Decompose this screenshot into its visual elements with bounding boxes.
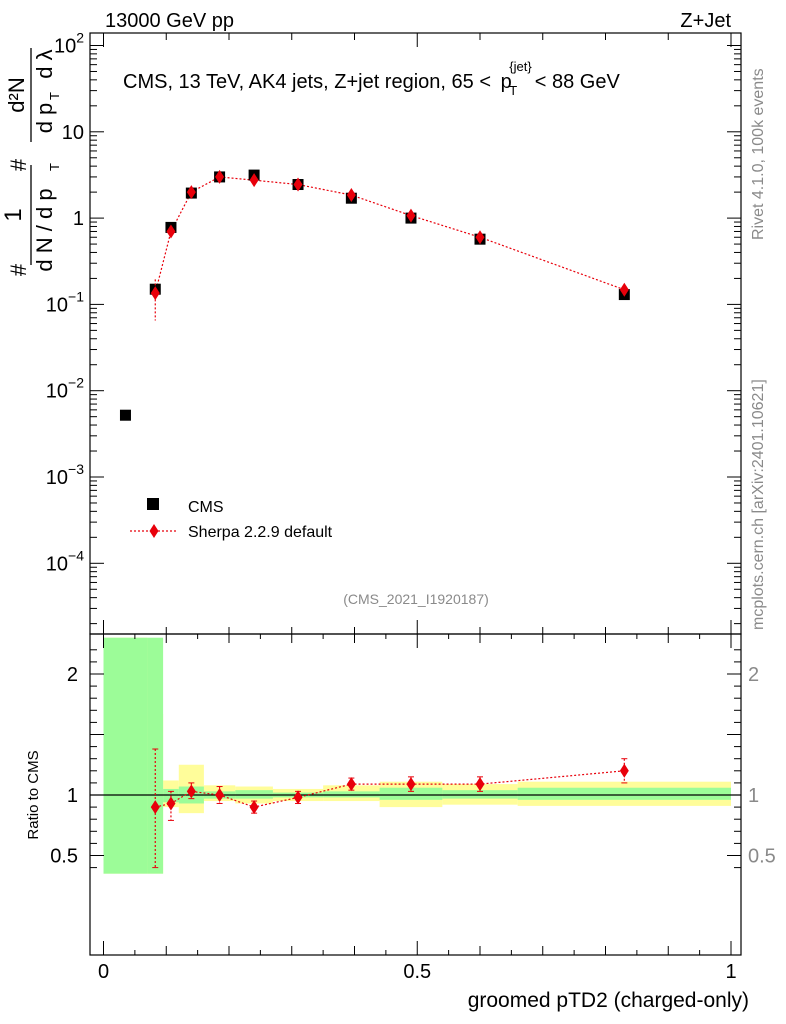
ratio-y-tick-label-right: 1 (748, 785, 759, 807)
ratio-point (475, 777, 485, 792)
ratio-y-axis-label: Ratio to CMS (25, 750, 42, 839)
main-frame (89, 32, 742, 635)
ratio-point (215, 788, 225, 802)
ratio-point (406, 777, 416, 792)
svg-text:#: # (6, 158, 31, 171)
sherpa-point (406, 208, 416, 223)
rivet-version-label: Rivet 4.1.0, 100k events (750, 68, 767, 240)
ratio-point (166, 796, 176, 811)
ratio-point (186, 784, 196, 799)
ratio-y-tick-label-right: 0.5 (748, 846, 776, 868)
svg-text:d p: d p (32, 103, 57, 134)
main-data-layer (119, 169, 630, 421)
ratio-uncertainty-bands (103, 637, 731, 874)
sherpa-point (293, 177, 303, 192)
ratio-y-tick-label: 1 (67, 785, 78, 807)
sherpa-point (475, 230, 485, 245)
main-x-ticks (103, 33, 732, 634)
main-y-axis-label: # 1 d N / d p T # d²N d p T d λ (0, 48, 62, 276)
ratio-y-tick-label: 2 (67, 664, 78, 686)
sherpa-point (166, 224, 176, 239)
main-y-tick-label: 102 (54, 30, 84, 58)
ratio-stat-band (379, 787, 443, 800)
header-left: 13000 GeV pp (105, 10, 234, 32)
x-axis-label: groomed pTD2 (charged-only) (468, 989, 749, 1012)
svg-text:d N / d p: d N / d p (32, 188, 57, 271)
legend-sherpa-marker (149, 524, 159, 538)
sherpa-point (619, 282, 629, 297)
sherpa-point (346, 188, 356, 203)
svg-text:#: # (6, 263, 31, 276)
ratio-y-tick-label-right: 2 (748, 664, 759, 686)
analysis-watermark: (CMS_2021_I1920187) (343, 591, 489, 607)
ratio-x-ticks: 0 0.5 1 (98, 634, 737, 983)
ratio-point (619, 763, 629, 778)
ratio-point (249, 800, 259, 815)
mcplots-label: mcplots.cern.ch [arXiv:2401.10621] (750, 379, 767, 630)
sherpa-point (186, 185, 196, 200)
main-y-tick-label: 10 (62, 122, 84, 144)
svg-text:d²N: d²N (4, 77, 29, 112)
main-y-tick-label: 10−4 (46, 547, 84, 575)
ratio-panel: 0.5 0.51 12 2 0 0.5 1 Ratio to CMS groomed pT… (25, 633, 776, 1012)
ratio-y-ticks: 0.5 0.5 1 1 2 2 (50, 649, 776, 869)
sherpa-point (215, 169, 225, 184)
main-y-tick-label: 10−2 (46, 375, 84, 403)
ratio-stat-band (147, 637, 164, 874)
main-y-tick-label: 10−1 (46, 288, 84, 316)
legend-cms-marker (147, 498, 159, 510)
main-y-tick-label: 10−3 (46, 461, 84, 489)
chart-title: CMS, 13 TeV, AK4 jets, Z+jet region, 65 … (123, 54, 620, 100)
ratio-stat-band (103, 637, 148, 874)
main-y-tick-label: 1 (73, 208, 84, 230)
ratio-point (293, 790, 303, 805)
ratio-y-tick-label: 0.5 (50, 846, 78, 868)
cms-point (119, 409, 131, 421)
svg-text:T: T (47, 163, 62, 171)
legend-sherpa-label: Sherpa 2.2.9 default (188, 524, 333, 541)
svg-text:1: 1 (0, 208, 27, 221)
legend-cms-label: CMS (188, 499, 224, 516)
sherpa-point (150, 286, 160, 301)
sherpa-point (249, 173, 259, 188)
sherpa-line (154, 176, 625, 294)
ratio-point (150, 800, 160, 815)
ratio-point (346, 777, 356, 792)
svg-text:d λ: d λ (32, 49, 57, 78)
ratio-x-tick-label: 0 (98, 961, 109, 983)
svg-text:T: T (47, 92, 62, 100)
header-right: Z+Jet (680, 10, 731, 32)
ratio-x-tick-label: 0.5 (403, 961, 431, 983)
ratio-stat-band (517, 787, 731, 800)
main-panel: 10−4 10−3 10−2 10−1 1 10 102 CMS, 13 TeV, AK4 … (0, 30, 742, 635)
ratio-data-layer (150, 748, 629, 869)
main-y-ticks: 10−4 10−3 10−2 10−1 1 10 102 (46, 30, 741, 625)
ratio-x-tick-label: 1 (725, 961, 736, 983)
legend: CMS Sherpa 2.2.9 default (130, 498, 333, 541)
